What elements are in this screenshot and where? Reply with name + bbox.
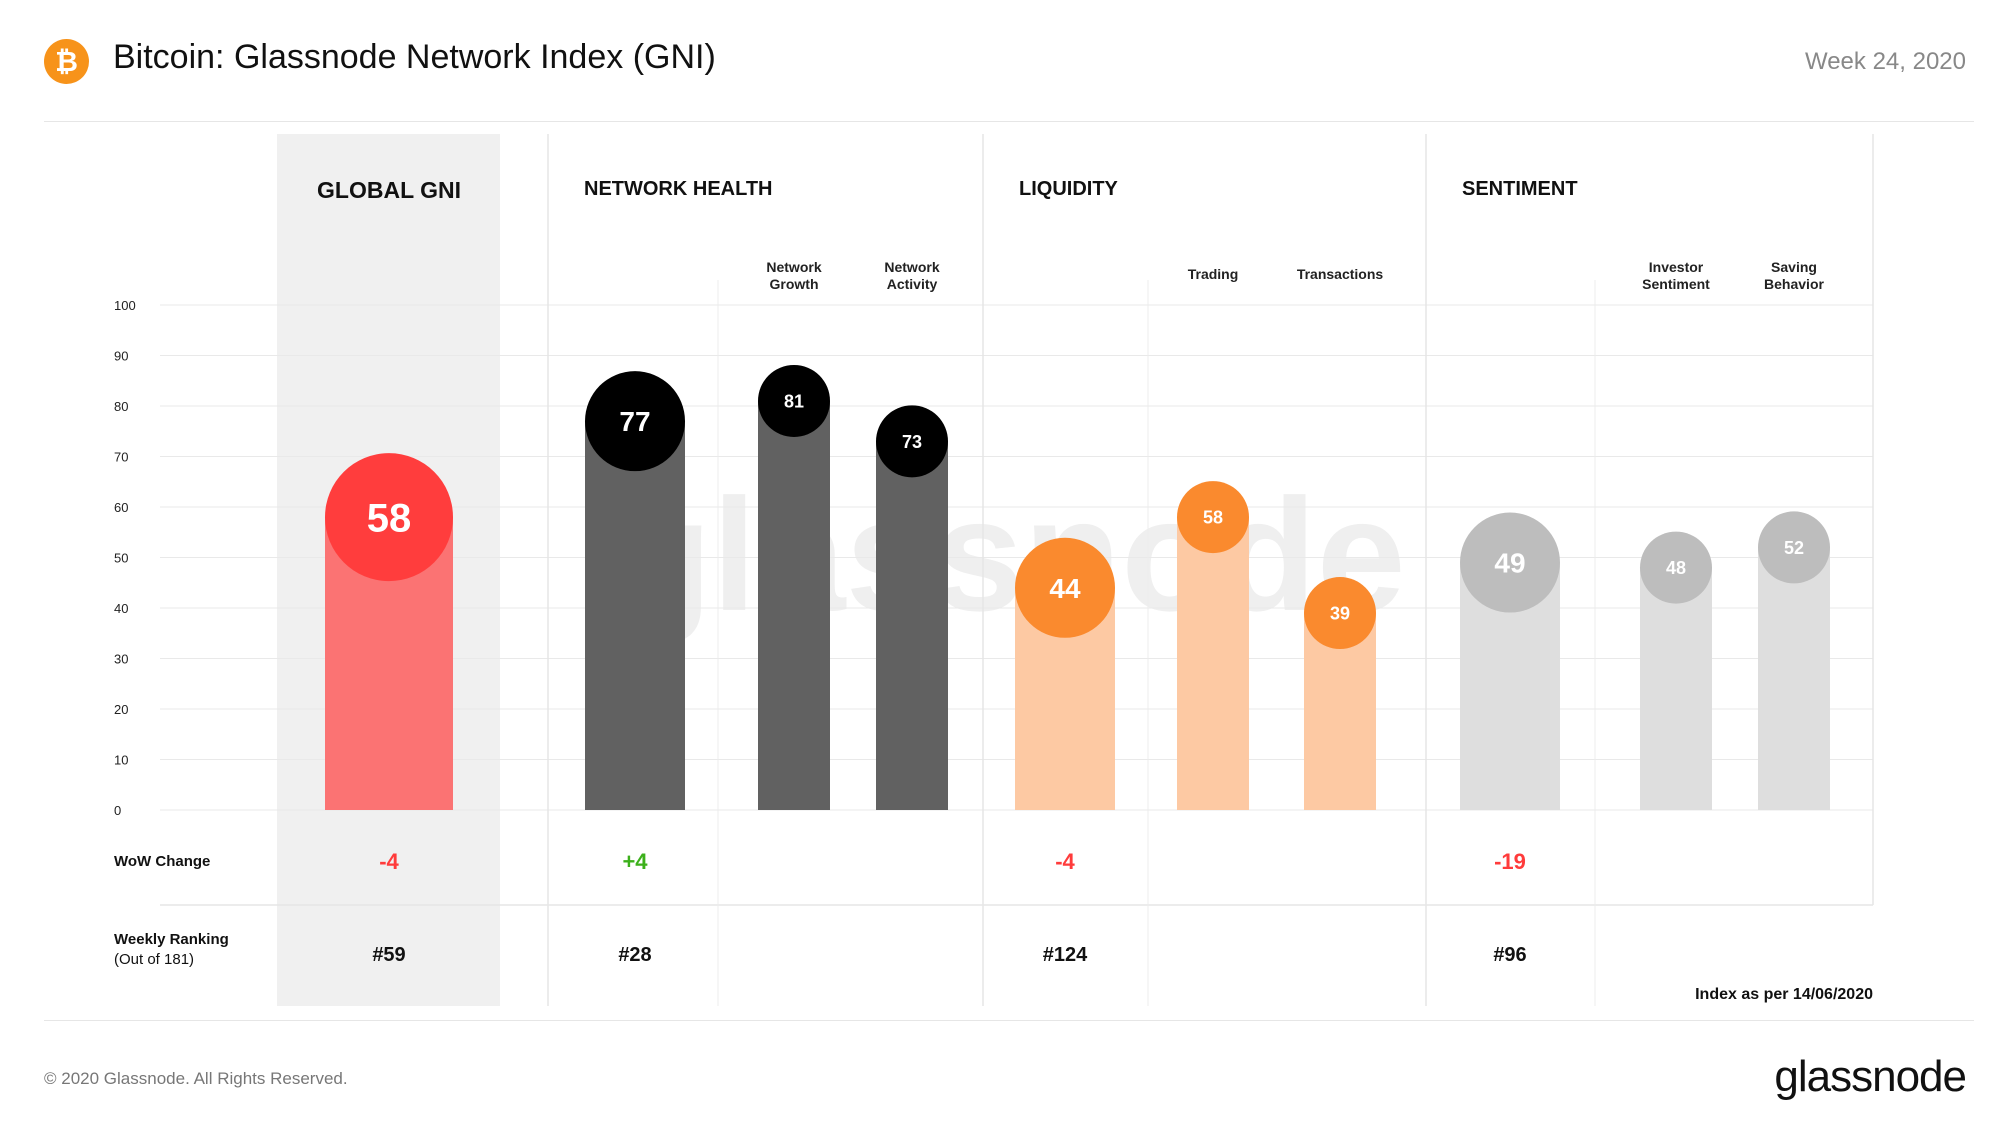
wow-change-value: -19	[1494, 849, 1526, 874]
y-tick-label: 80	[114, 399, 128, 414]
sub-2-0-dot	[1177, 481, 1249, 554]
glassnode-logo: glassnode	[1774, 1052, 1967, 1101]
week-label: Week 24, 2020	[1804, 48, 1966, 75]
weekly-rank-value: #28	[618, 944, 651, 966]
main-2-dot	[1015, 537, 1115, 638]
watermark-text: glassnode	[614, 465, 1405, 644]
y-tick-label: 40	[114, 601, 128, 616]
sub-3-0-value-label: 48	[1666, 558, 1686, 578]
section-title: SENTIMENT	[1462, 178, 1578, 200]
y-tick-label: 10	[114, 753, 128, 768]
weekly-ranking-label: Weekly Ranking	[114, 931, 229, 948]
index-date-note: Index as per 14/06/2020	[1695, 986, 1873, 1003]
main-1-value-label: 77	[619, 406, 650, 437]
weekly-ranking-sublabel: (Out of 181)	[114, 951, 194, 968]
header-divider	[44, 121, 1974, 122]
sub-2-1-value-label: 39	[1330, 604, 1350, 624]
weekly-rank-value: #96	[1493, 944, 1526, 966]
sub-3-0-dot	[1640, 531, 1712, 604]
y-tick-label: 100	[114, 298, 136, 313]
wow-change-label: WoW Change	[114, 853, 210, 870]
sub-2-0-bar	[1177, 517, 1249, 810]
sub-label-line2: Activity	[887, 276, 938, 292]
sub-1-1-value-label: 73	[902, 432, 922, 452]
main-0-dot	[325, 453, 453, 582]
main-3-dot	[1460, 512, 1560, 613]
sub-2-1-dot	[1304, 577, 1376, 650]
weekly-rank-value: #124	[1043, 944, 1088, 966]
sub-1-0-bar	[758, 400, 830, 810]
y-tick-label: 20	[114, 702, 128, 717]
sub-label-line2: Growth	[770, 276, 819, 292]
sub-label-line2: Behavior	[1764, 276, 1824, 292]
wow-change-value: -4	[379, 849, 399, 874]
y-tick-label: 90	[114, 349, 128, 364]
section-title: LIQUIDITY	[1019, 178, 1119, 200]
weekly-rank-value: #59	[372, 944, 405, 966]
page-title: Bitcoin: Glassnode Network Index (GNI)	[113, 38, 716, 76]
sub-label: Trading	[1188, 266, 1239, 282]
main-1-dot	[585, 371, 685, 472]
sub-3-1-dot	[1758, 511, 1830, 584]
copyright-text: © 2020 Glassnode. All Rights Reserved.	[44, 1069, 348, 1088]
sub-1-1-bar	[876, 441, 948, 810]
wow-change-value: +4	[622, 849, 648, 874]
sub-label: Network	[766, 259, 821, 275]
sub-1-0-dot	[758, 364, 830, 437]
main-3-value-label: 49	[1494, 548, 1525, 579]
y-tick-label: 60	[114, 500, 128, 515]
main-0-value-label: 58	[367, 497, 412, 541]
sub-label: Investor	[1649, 259, 1704, 275]
sub-3-0-bar	[1640, 567, 1712, 810]
sub-3-1-bar	[1758, 547, 1830, 810]
bitcoin-icon: ₿	[44, 39, 89, 84]
sub-1-0-value-label: 81	[784, 391, 804, 411]
sub-label: Network	[884, 259, 939, 275]
main-2-value-label: 44	[1049, 573, 1081, 604]
y-tick-label: 0	[114, 803, 121, 818]
sub-1-1-dot	[876, 405, 948, 478]
y-tick-label: 70	[114, 450, 128, 465]
sub-3-1-value-label: 52	[1784, 538, 1804, 558]
main-1-bar	[585, 421, 685, 810]
footer-divider	[44, 1020, 1974, 1021]
sub-2-0-value-label: 58	[1203, 508, 1223, 528]
section-title: NETWORK HEALTH	[584, 178, 773, 200]
wow-change-value: -4	[1055, 849, 1075, 874]
sub-label: Transactions	[1297, 266, 1384, 282]
sub-label: Saving	[1771, 259, 1817, 275]
section-title: GLOBAL GNI	[317, 177, 461, 203]
y-tick-label: 50	[114, 551, 128, 566]
y-tick-label: 30	[114, 652, 128, 667]
page-header: ₿ Bitcoin: Glassnode Network Index (GNI)…	[0, 0, 2000, 122]
sub-label-line2: Sentiment	[1642, 276, 1710, 292]
